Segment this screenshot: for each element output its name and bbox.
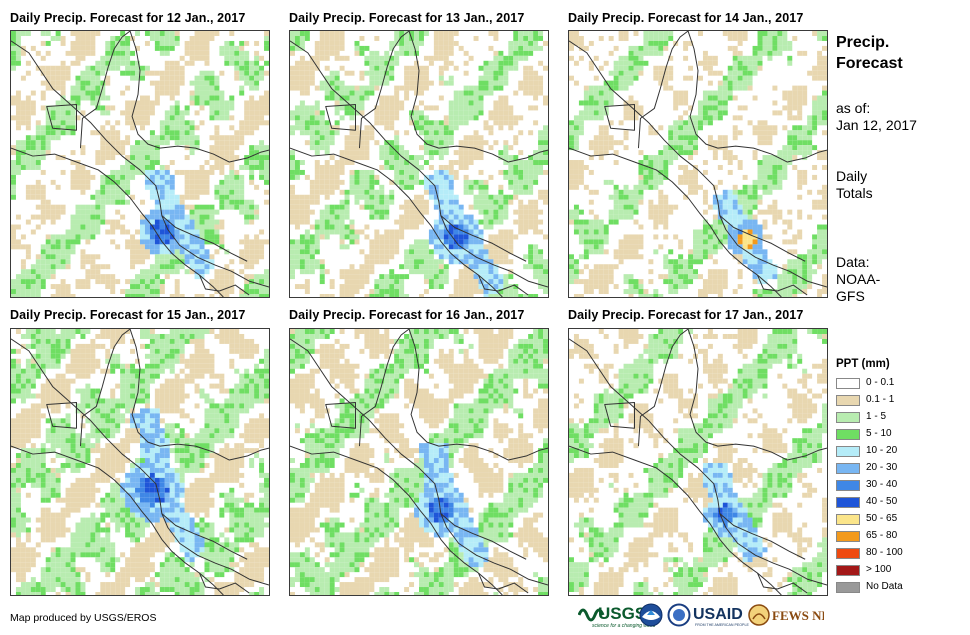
noaa-logo [638,601,664,629]
usgs-tagline: science for a changing world [592,623,656,629]
usgs-logo-text: USGS [598,604,646,623]
usaid-logo-graphic: USAID FROM THE AMERICAN PEOPLE [693,606,749,627]
source-line3: GFS [836,288,865,304]
legend-label: 80 - 100 [866,547,903,558]
legend-label: 50 - 65 [866,513,898,524]
legend-swatch [836,531,860,542]
legend-swatch [836,497,860,508]
legend-label: 0.1 - 1 [866,394,895,405]
panel-title-15jan: Daily Precip. Forecast for 15 Jan., 2017 [10,308,246,322]
map-panel-14jan [568,30,828,298]
fewsnet-logo: FEWS NET [748,601,839,629]
legend-swatch [836,582,860,593]
sidebar-title-line2: Forecast [836,55,903,72]
panel-title-16jan: Daily Precip. Forecast for 16 Jan., 2017 [289,308,525,322]
sidebar-title-line1: Precip. [836,34,890,51]
map-panel-17jan [568,328,828,596]
map-panel-12jan [10,30,270,298]
totals-line2: Totals [836,185,873,201]
usgs-logo-graphic: USGS science for a changing world [577,604,656,629]
panel-title-17jan: Daily Precip. Forecast for 17 Jan., 2017 [568,308,804,322]
precip-raster [290,31,548,297]
credit-text: Map produced by USGS/EROS [10,612,157,624]
legend-swatch [836,548,860,559]
legend-label: 30 - 40 [866,479,898,490]
precip-raster [290,329,548,595]
asof-date: Jan 12, 2017 [836,117,917,133]
legend-swatch [836,514,860,525]
panel-title-13jan: Daily Precip. Forecast for 13 Jan., 2017 [289,11,525,25]
legend-swatch [836,480,860,491]
legend-label: 20 - 30 [866,462,898,473]
panel-title-14jan: Daily Precip. Forecast for 14 Jan., 2017 [568,11,804,25]
sidebar-title: Precip. Forecast [836,32,903,74]
legend-label: 1 - 5 [866,411,887,422]
legend-swatch [836,446,860,457]
precip-raster [11,329,269,595]
legend-label: 40 - 50 [866,496,898,507]
legend-label: 5 - 10 [866,428,892,439]
legend-swatch [836,565,860,576]
map-panel-16jan [289,328,549,596]
dhs-seal-graphic [667,603,691,627]
fewsnet-logo-text: FEWS NET [772,608,824,623]
legend-label: 65 - 80 [866,530,898,541]
precip-raster [11,31,269,297]
usgs-logo: USGS science for a changing world [577,601,660,629]
panel-title-12jan: Daily Precip. Forecast for 12 Jan., 2017 [10,11,246,25]
asof-label: as of: [836,100,871,116]
legend-title: PPT (mm) [836,358,890,370]
map-panel-13jan [289,30,549,298]
fewsnet-logo-graphic: FEWS NET [748,604,839,626]
legend-swatch [836,378,860,389]
source-line1: Data: [836,254,870,270]
legend-swatch [836,395,860,406]
legend-label: > 100 [866,564,892,575]
usaid-logo-text: USAID [693,606,743,623]
noaa-logo-graphic [639,603,663,627]
legend-label: 10 - 20 [866,445,898,456]
legend-label: No Data [866,581,903,592]
map-panel-15jan [10,328,270,596]
precip-raster [569,329,827,595]
dhs-seal [667,601,691,629]
usaid-tagline: FROM THE AMERICAN PEOPLE [695,623,749,627]
source-line2: NOAA- [836,271,881,287]
legend-swatch [836,429,860,440]
precip-raster [569,31,827,297]
legend-swatch [836,463,860,474]
totals-line1: Daily [836,168,868,184]
usaid-logo: USAID FROM THE AMERICAN PEOPLE [692,601,750,629]
legend-swatch [836,412,860,423]
legend-label: 0 - 0.1 [866,377,895,388]
